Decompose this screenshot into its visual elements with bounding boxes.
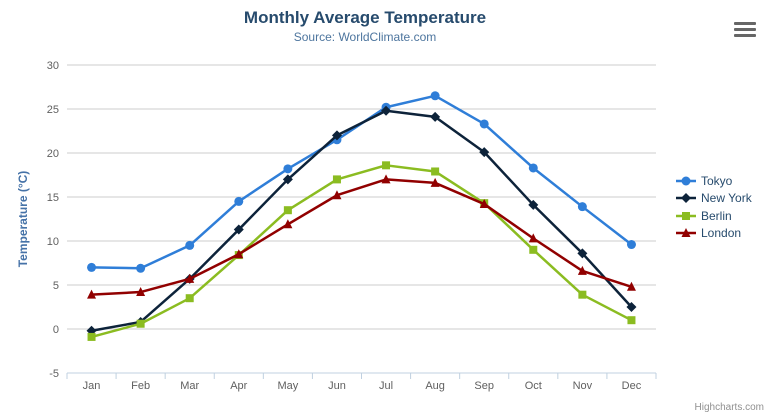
legend-item-tokyo[interactable]: Tokyo <box>676 172 752 190</box>
point-berlin-aug[interactable] <box>431 167 440 176</box>
legend-label: London <box>701 226 742 241</box>
series-line-berlin <box>90 164 633 339</box>
legend-item-new-york[interactable]: New York <box>676 190 752 208</box>
legend-symbol-tokyo <box>681 176 691 186</box>
x-axis-tick-label: May <box>277 380 298 392</box>
point-new-york-sep[interactable] <box>479 147 490 158</box>
x-axis-tick-label: Aug <box>425 380 445 392</box>
point-berlin-nov[interactable] <box>578 290 587 299</box>
point-berlin-mar[interactable] <box>185 294 194 303</box>
legend: Tokyo New York Berlin London <box>676 172 752 242</box>
legend-label: Tokyo <box>701 173 733 188</box>
legend-item-berlin[interactable]: Berlin <box>676 207 752 225</box>
point-berlin-jan[interactable] <box>87 332 96 341</box>
legend-marker-tokyo <box>676 176 696 186</box>
point-london-apr[interactable] <box>234 249 244 259</box>
legend-symbol-berlin <box>682 211 690 220</box>
point-tokyo-dec[interactable] <box>626 240 636 250</box>
point-london-oct[interactable] <box>528 233 538 243</box>
y-axis-tick-label: 20 <box>47 148 59 160</box>
hamburger-bar <box>734 27 756 32</box>
x-axis-tick-label: Jan <box>83 380 101 392</box>
point-london-jul[interactable] <box>381 174 391 184</box>
context-menu-icon[interactable] <box>734 22 756 37</box>
legend-item-london[interactable]: London <box>676 225 752 243</box>
point-london-feb[interactable] <box>136 287 146 297</box>
point-london-jun[interactable] <box>332 190 342 200</box>
legend-marker-london <box>676 228 696 238</box>
y-axis-tick-label: 30 <box>47 60 59 72</box>
point-new-york-oct[interactable] <box>528 199 539 210</box>
point-tokyo-nov[interactable] <box>577 202 587 212</box>
point-new-york-dec[interactable] <box>626 302 637 312</box>
x-axis-tick-label: Feb <box>131 380 150 392</box>
series-line-tokyo <box>90 94 633 270</box>
point-tokyo-feb[interactable] <box>136 263 146 273</box>
legend-marker-berlin <box>676 211 696 220</box>
series-line-london <box>90 178 633 296</box>
y-axis-title: Temperature (°C) <box>16 171 30 268</box>
legend-symbol-london <box>681 228 691 238</box>
y-axis-tick-label: -5 <box>49 368 59 380</box>
x-axis-tick-label: Sep <box>474 380 494 392</box>
hamburger-bar <box>734 33 756 37</box>
point-tokyo-may[interactable] <box>283 164 293 174</box>
x-axis-tick-label: Mar <box>180 380 199 392</box>
y-axis-tick-label: 0 <box>53 324 59 336</box>
point-tokyo-sep[interactable] <box>479 119 489 129</box>
point-new-york-jun[interactable] <box>331 130 342 141</box>
x-axis-tick-label: Jun <box>328 380 346 392</box>
point-new-york-aug[interactable] <box>430 111 441 122</box>
legend-symbol-new-york <box>681 193 691 204</box>
point-berlin-dec[interactable] <box>627 316 636 325</box>
point-london-nov[interactable] <box>577 265 587 275</box>
y-axis-tick-label: 25 <box>47 104 59 116</box>
point-tokyo-mar[interactable] <box>185 240 195 250</box>
point-london-dec[interactable] <box>626 281 636 291</box>
chart-title: Monthly Average Temperature <box>243 8 487 27</box>
legend-label: New York <box>701 191 752 206</box>
legend-marker-new-york <box>676 193 696 204</box>
legend-label: Berlin <box>701 208 732 223</box>
point-tokyo-oct[interactable] <box>528 163 538 173</box>
x-axis-tick-label: Oct <box>525 380 542 392</box>
y-axis-tick-label: 15 <box>47 192 59 204</box>
point-berlin-oct[interactable] <box>529 245 538 254</box>
point-tokyo-aug[interactable] <box>430 91 440 101</box>
point-berlin-jun[interactable] <box>332 175 341 184</box>
point-london-aug[interactable] <box>430 177 440 187</box>
series-line-new-york <box>90 109 633 333</box>
point-london-may[interactable] <box>283 219 293 229</box>
hamburger-bar <box>734 22 756 26</box>
chart-subtitle: Source: WorldClimate.com <box>293 30 437 44</box>
point-new-york-apr[interactable] <box>233 224 244 235</box>
point-berlin-jul[interactable] <box>382 161 391 170</box>
point-new-york-jul[interactable] <box>381 105 392 116</box>
credits-link[interactable]: Highcharts.com <box>694 402 764 413</box>
point-london-jan[interactable] <box>87 289 97 299</box>
x-axis-tick-label: Nov <box>573 380 593 392</box>
point-new-york-may[interactable] <box>282 174 293 185</box>
point-london-mar[interactable] <box>185 273 195 283</box>
point-tokyo-apr[interactable] <box>234 196 244 206</box>
point-berlin-may[interactable] <box>283 206 292 215</box>
x-axis-tick-label: Jul <box>379 380 393 392</box>
point-london-sep[interactable] <box>479 199 489 209</box>
point-berlin-feb[interactable] <box>136 319 145 328</box>
x-axis-tick-label: Dec <box>622 380 642 392</box>
y-axis-tick-label: 5 <box>53 280 59 292</box>
point-new-york-nov[interactable] <box>577 248 588 259</box>
x-axis-tick-label: Apr <box>230 380 247 392</box>
point-tokyo-jan[interactable] <box>87 262 97 272</box>
y-axis-tick-label: 10 <box>47 236 59 248</box>
